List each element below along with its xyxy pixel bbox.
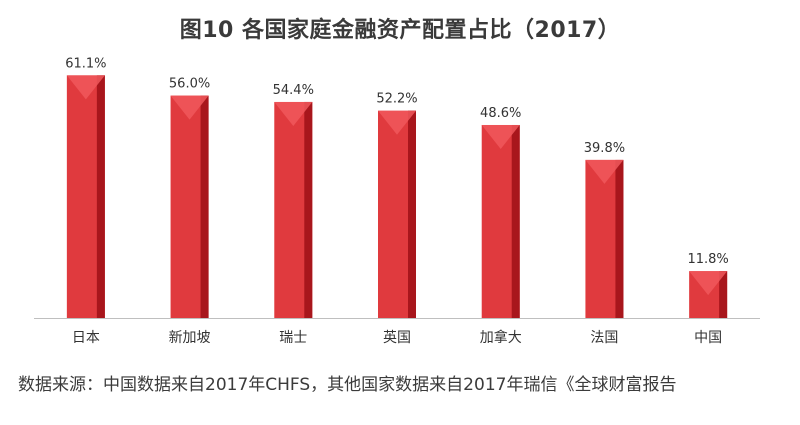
x-tick-label: 法国 — [590, 330, 618, 346]
bar-top-highlight — [689, 271, 728, 296]
bar-value-label: 52.2% — [376, 92, 417, 107]
bar — [585, 159, 624, 318]
bar-top-highlight — [585, 159, 624, 184]
x-tick-label: 英国 — [383, 329, 411, 346]
bar — [170, 95, 209, 318]
bar-side-shade — [615, 159, 624, 318]
bar-side-shade — [96, 75, 105, 319]
bar-top-highlight — [378, 110, 416, 135]
x-tick-label: 瑞士 — [279, 330, 307, 346]
bar-side-shade — [719, 271, 728, 318]
bar — [378, 110, 416, 318]
bar-top-highlight — [170, 95, 209, 120]
bar-value-label: 56.0% — [169, 77, 210, 92]
x-tick-label: 加拿大 — [480, 329, 522, 346]
x-tick-label: 中国 — [694, 330, 722, 346]
chart-title: 图10 各国家庭金融资产配置占比（2017） — [179, 18, 621, 43]
bar-value-label: 48.6% — [480, 106, 521, 121]
bar-top-highlight — [66, 75, 105, 100]
bar-value-label: 11.8% — [687, 252, 728, 267]
bar — [689, 271, 728, 318]
source-note: 数据来源：中国数据来自2017年CHFS，其他国家数据来自2017年瑞信《全球财… — [18, 375, 677, 395]
x-tick-label: 日本 — [72, 330, 100, 346]
bar-side-shade — [511, 124, 520, 318]
bar-side-shade — [200, 95, 209, 318]
bar-value-label: 39.8% — [584, 141, 625, 156]
bar — [66, 75, 105, 319]
bar-value-label: 54.4% — [273, 83, 314, 98]
bar-side-shade — [408, 110, 416, 318]
x-tick-label: 新加坡 — [169, 330, 211, 346]
bar-side-shade — [304, 101, 313, 318]
bar — [481, 124, 520, 318]
bar-top-highlight — [481, 124, 520, 149]
x-tick-labels: 日本 新加坡 瑞士 英国 加拿大 法国 中国 — [72, 329, 722, 346]
bar — [274, 101, 313, 318]
bar-value-label: 61.1% — [65, 56, 106, 71]
bars-group: 61.1% 56.0% 54.4% 52.2% 48.6% 39.8% 11.8% — [65, 56, 729, 319]
bar-top-highlight — [274, 101, 313, 126]
